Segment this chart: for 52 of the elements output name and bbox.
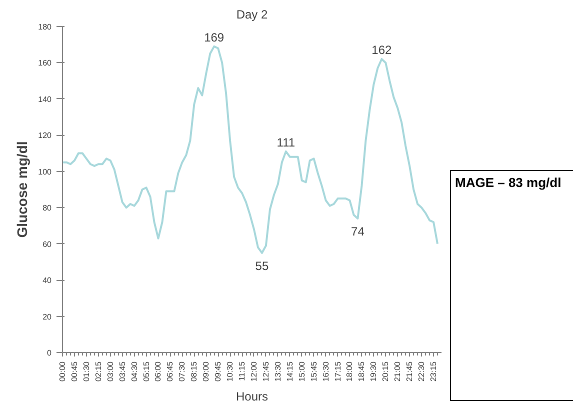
- x-tick-label: 06:00: [154, 360, 163, 382]
- x-tick-label: 20:15: [381, 360, 390, 382]
- x-tick-label: 03:00: [106, 360, 115, 382]
- x-tick-label: 21:45: [405, 360, 414, 382]
- x-tick-label: 09:00: [202, 360, 211, 382]
- x-tick-label: 00:00: [58, 360, 67, 382]
- chart-title: Day 2: [236, 8, 268, 22]
- x-tick-label: 08:15: [190, 360, 199, 382]
- x-tick-label: 22:30: [417, 360, 426, 382]
- line-series: [62, 45, 439, 254]
- y-tick-label: 60: [42, 240, 52, 249]
- x-tick-label: 12:00: [249, 360, 258, 382]
- x-tick-label: 21:00: [393, 360, 402, 382]
- x-tick-label: 05:15: [142, 360, 151, 382]
- y-tick-label: 20: [42, 312, 52, 322]
- y-tick-label: 0: [47, 348, 52, 358]
- x-tick-label: 04:30: [130, 360, 139, 382]
- annotation: 111: [276, 135, 296, 150]
- y-tick-label: 140: [38, 94, 52, 104]
- y-tick-label: 160: [38, 58, 52, 68]
- x-tick-label: 18:00: [345, 360, 354, 382]
- y-tick-label: 80: [42, 204, 52, 213]
- y-tick-label: 100: [38, 167, 52, 176]
- x-tick-label: 16:30: [321, 360, 330, 382]
- x-tick-label: 13:30: [273, 360, 282, 382]
- x-tick-label: 11:15: [238, 360, 247, 381]
- x-tick-label: 17:15: [333, 360, 342, 382]
- x-tick-label: 00:45: [70, 360, 79, 382]
- x-axis-title: Hours: [236, 390, 268, 404]
- x-tick-label: 07:30: [178, 360, 187, 382]
- annotation: 55: [255, 258, 269, 273]
- y-axis-title: Glucose mg/dl: [14, 141, 30, 238]
- y-tick-label: 180: [38, 22, 52, 32]
- x-tick-label: 12:45: [261, 360, 270, 382]
- text: MAGE – 83 mg/dl: [455, 174, 562, 192]
- annotation: 162: [372, 43, 392, 58]
- annotation: 74: [351, 224, 365, 238]
- x-tick-label: 06:45: [166, 360, 175, 382]
- x-tick-label: 15:00: [297, 360, 306, 382]
- y-tick-label: 120: [38, 131, 52, 140]
- annotation: 169: [204, 30, 224, 44]
- x-tick-label: 15:45: [309, 360, 318, 382]
- x-tick-label: 09:45: [214, 360, 223, 382]
- x-tick-label: 18:45: [357, 360, 366, 382]
- x-tick-label: 10:30: [226, 360, 235, 382]
- x-tick-label: 19:30: [369, 360, 378, 382]
- x-tick-label: 01:30: [82, 360, 91, 382]
- x-tick-label: 14:15: [285, 360, 294, 382]
- x-tick-label: 23:15: [429, 360, 438, 382]
- x-tick-label: 02:15: [94, 360, 103, 382]
- x-tick-label: 03:45: [118, 360, 127, 382]
- y-tick-label: 40: [42, 276, 52, 286]
